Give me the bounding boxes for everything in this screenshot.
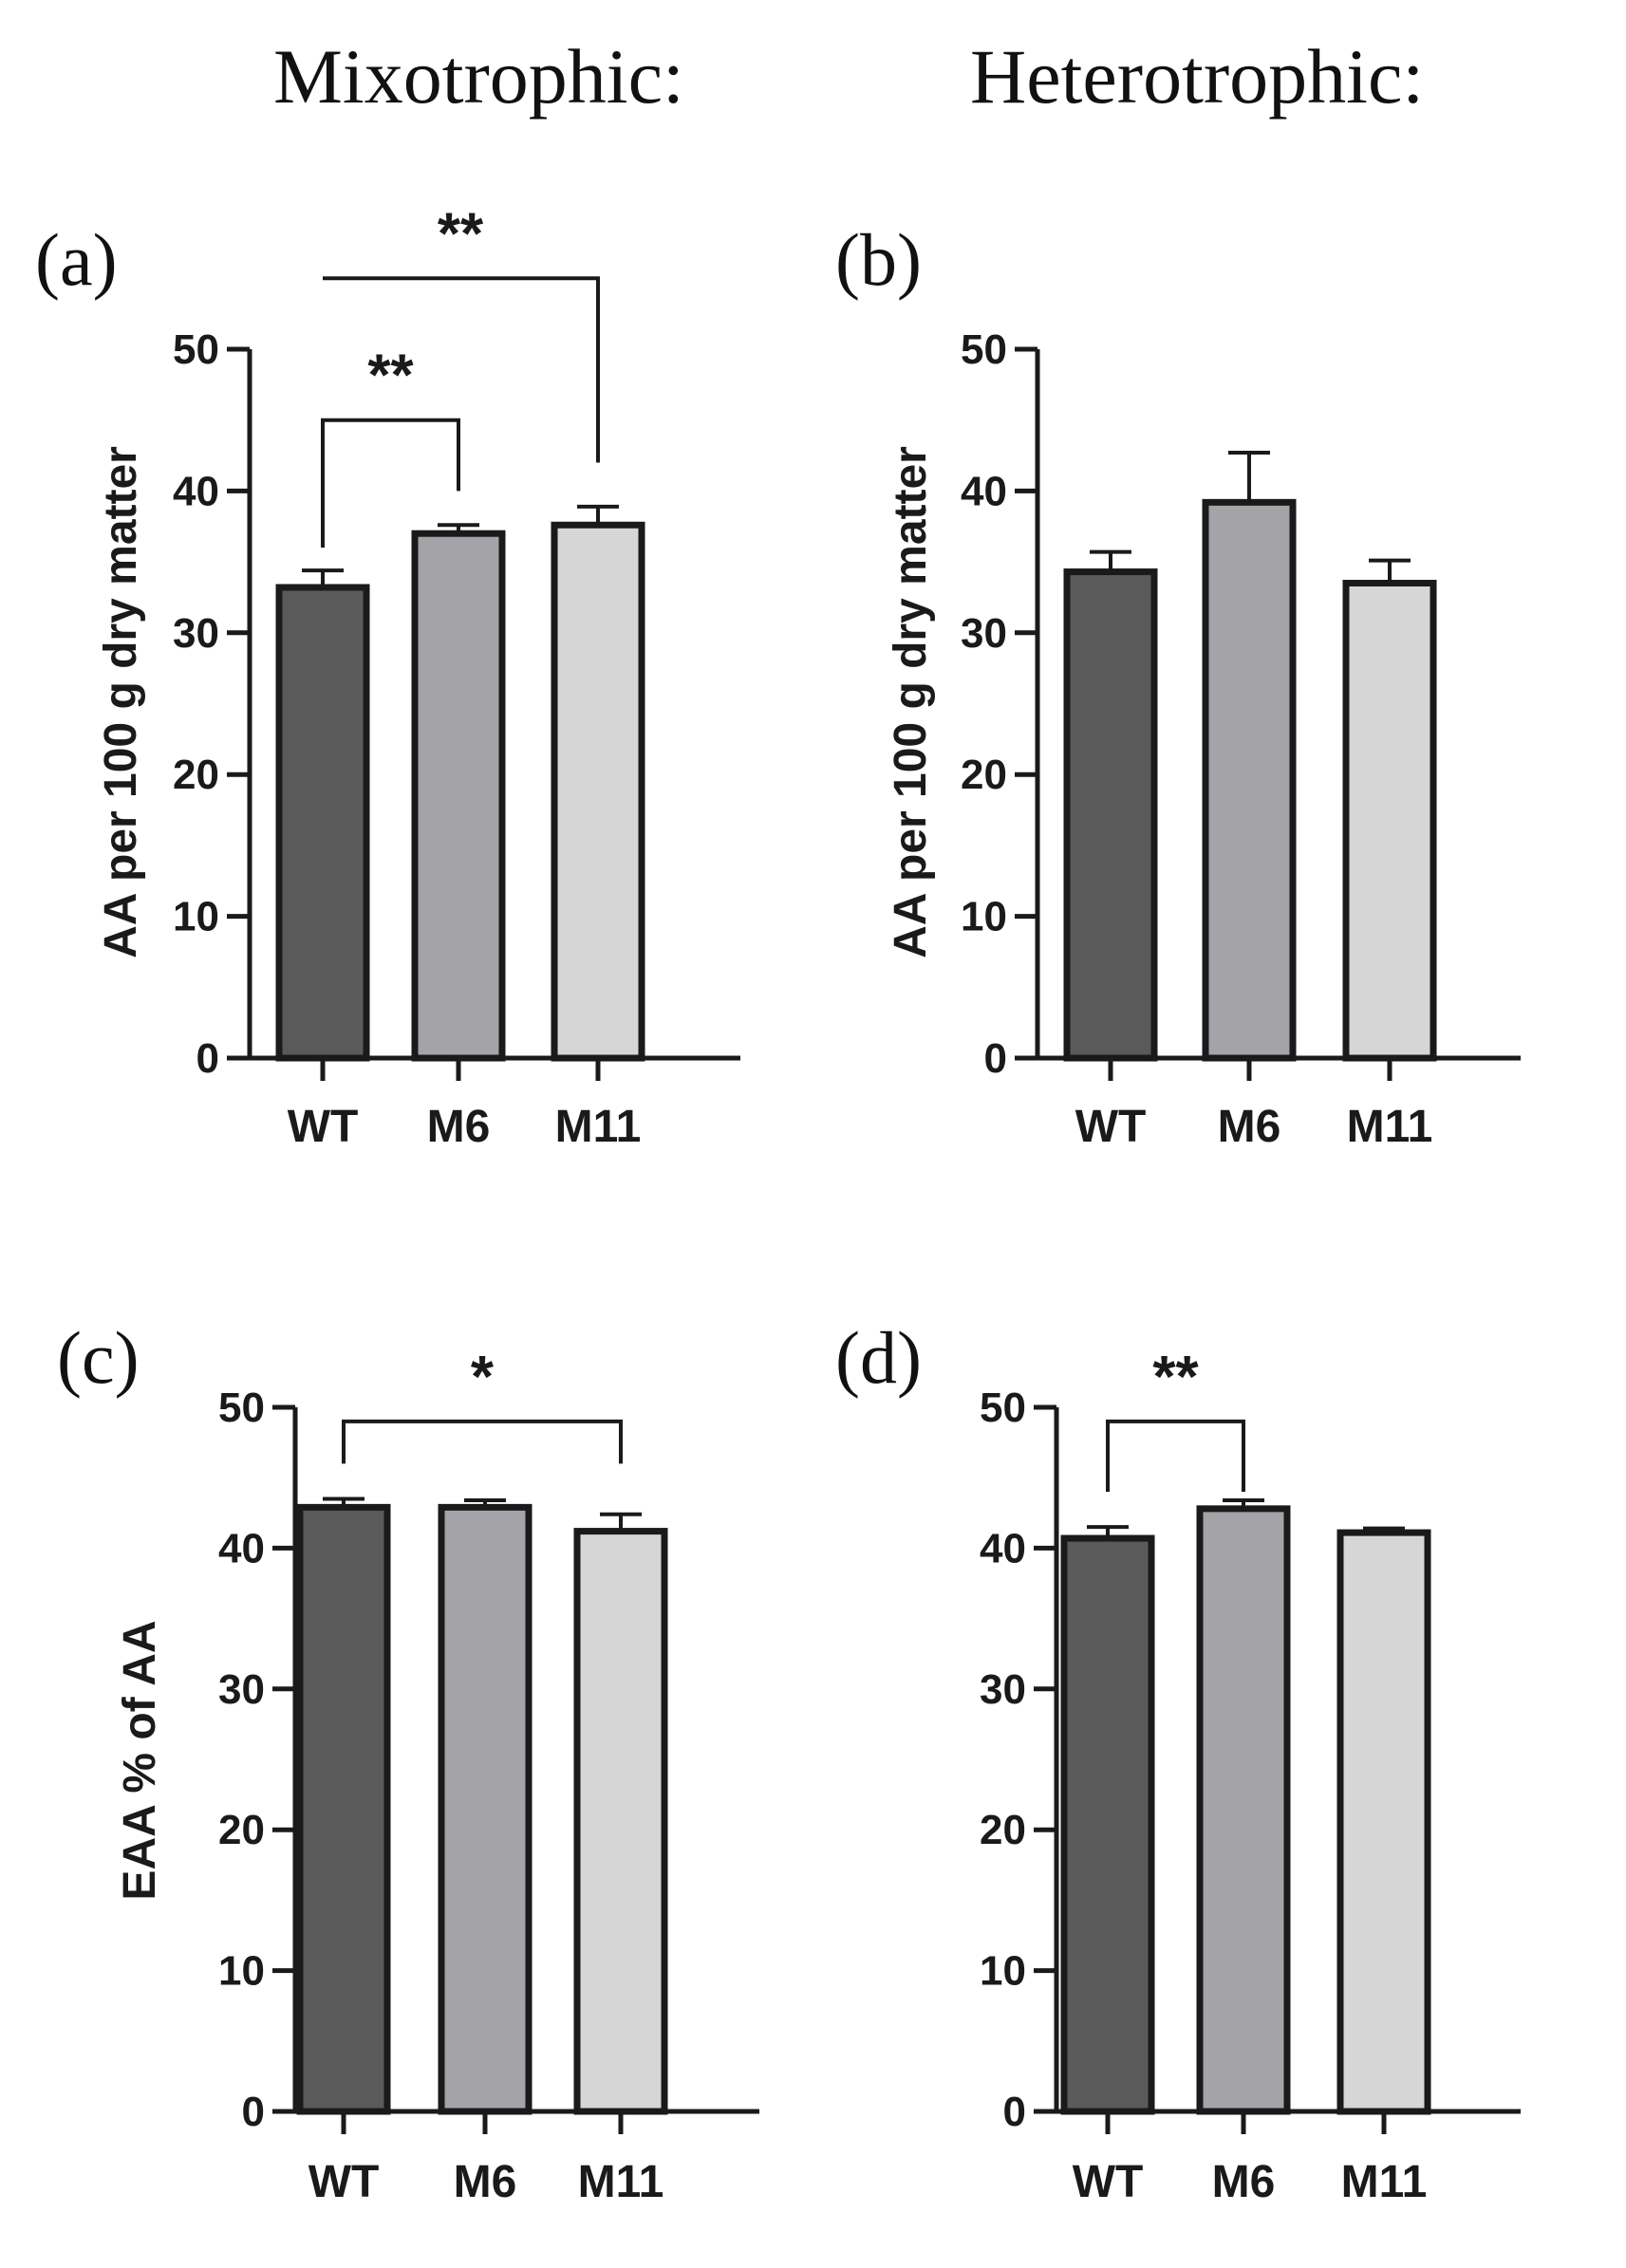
bar-wt [296,1503,391,2115]
column-heading-mixotrophic: Mixotrophic: [273,33,684,120]
y-tick-label: 20 [173,752,219,798]
category-label-m11: M11 [555,1102,642,1152]
y-tick-label: 30 [173,610,219,657]
y-tick-label: 30 [980,1666,1026,1713]
category-label-m11: M11 [1341,2157,1428,2207]
category-label-m11: M11 [578,2157,664,2207]
y-tick-label: 10 [173,894,219,940]
category-label-wt: WT [1075,1102,1147,1152]
panel-letter: (a) [35,218,118,301]
y-axis-title: EAA % of AA [115,1620,165,1900]
y-tick-label: 0 [1003,2089,1026,2135]
y-axis-title: AA per 100 g dry matter [886,446,936,958]
y-tick-label: 40 [980,1525,1026,1571]
category-label-m6: M6 [427,1102,491,1152]
category-label-m6: M6 [1212,2157,1276,2207]
bar-m11 [1336,1529,1431,2115]
y-axis-title: AA per 100 g dry matter [96,446,146,958]
panel-letter: (c) [57,1316,140,1399]
significance-bracket [323,276,600,463]
bar-wt [1060,1534,1155,2115]
bar-m6 [1196,1505,1291,2115]
y-tick-label: 20 [218,1807,265,1853]
y-tick-label: 50 [173,326,219,373]
bar-m11 [551,521,645,1062]
significance-label: ** [438,201,484,267]
y-tick-label: 0 [196,1035,219,1082]
panel-letter: (d) [835,1316,922,1399]
significance-bracket [321,418,460,548]
category-label-m6: M6 [454,2157,517,2207]
y-tick-label: 0 [242,2089,265,2135]
category-label-wt: WT [308,2157,380,2207]
significance-bracket [342,1419,623,1464]
y-tick-label: 10 [980,1948,1026,1995]
category-label-wt: WT [1073,2157,1144,2207]
y-tick-label: 50 [218,1385,265,1431]
panel-letter: (b) [835,218,922,301]
y-tick-label: 40 [173,468,219,514]
y-tick-label: 50 [980,1385,1026,1431]
bar-wt [275,584,370,1062]
y-tick-label: 40 [961,468,1007,514]
y-tick-label: 10 [218,1948,265,1995]
significance-bracket [1106,1419,1245,1493]
category-label-m6: M6 [1218,1102,1281,1152]
category-label-wt: WT [288,1102,359,1152]
bar-wt [1063,568,1158,1062]
y-tick-label: 20 [980,1807,1026,1853]
y-tick-label: 30 [218,1666,265,1713]
y-tick-label: 50 [961,326,1007,373]
y-tick-label: 10 [961,894,1007,940]
y-tick-label: 30 [961,610,1007,657]
y-tick-label: 40 [218,1525,265,1571]
significance-label: ** [1152,1345,1199,1410]
significance-label: * [471,1345,495,1410]
significance-label: ** [367,344,414,409]
category-label-m11: M11 [1347,1102,1433,1152]
y-tick-label: 20 [961,752,1007,798]
column-heading-heterotrophic: Heterotrophic: [970,33,1425,120]
y-tick-label: 0 [984,1035,1007,1082]
